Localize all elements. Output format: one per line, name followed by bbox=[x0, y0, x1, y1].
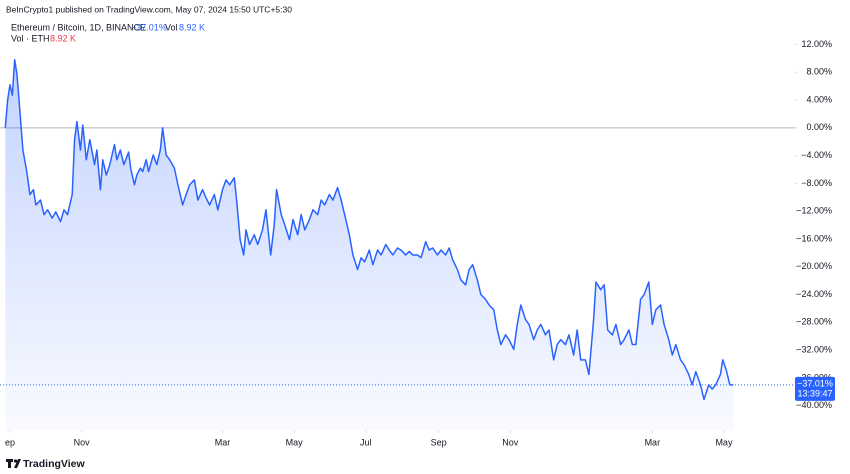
volume-value: 8.92 K bbox=[179, 22, 205, 32]
price-line bbox=[4, 58, 734, 401]
x-tick-label: Mar bbox=[215, 437, 231, 447]
volume-series-value: 8.92 K bbox=[50, 33, 76, 43]
countdown-label: 13:39:47 bbox=[797, 388, 832, 398]
last-value-label: −37.01% bbox=[797, 378, 833, 388]
y-tick-label: −16.00% bbox=[796, 233, 832, 243]
x-tick-label: ep bbox=[5, 437, 15, 447]
area-fill bbox=[5, 59, 734, 431]
volume-series-name: Vol · ETH bbox=[11, 33, 50, 43]
y-tick-label: −28.00% bbox=[796, 317, 832, 327]
x-tick-label: Sep bbox=[431, 437, 447, 447]
plot bbox=[0, 58, 795, 431]
legend: Ethereum / Bitcoin, 1D, BINANCE −37.01% … bbox=[11, 22, 205, 43]
chart-title: Ethereum / Bitcoin, 1D, BINANCE bbox=[11, 22, 146, 32]
y-tick-label: 0.00% bbox=[806, 122, 832, 132]
y-tick-label: 4.00% bbox=[806, 94, 832, 104]
volume-name: Vol bbox=[165, 22, 178, 32]
y-tick-label: −32.00% bbox=[796, 344, 832, 354]
y-tick-label: −40.00% bbox=[796, 400, 832, 410]
published-note: BeInCrypto1 published on TradingView.com… bbox=[6, 4, 292, 14]
x-tick-label: Nov bbox=[74, 437, 91, 447]
change-label: −37.01% bbox=[131, 22, 167, 32]
y-tick-label: 8.00% bbox=[806, 67, 832, 77]
y-tick-label: −8.00% bbox=[801, 178, 832, 188]
y-tick-label: −4.00% bbox=[801, 150, 832, 160]
x-tick-label: May bbox=[715, 437, 733, 447]
x-tick-label: Mar bbox=[645, 437, 661, 447]
y-tick-label: −24.00% bbox=[796, 289, 832, 299]
x-tick-label: Jul bbox=[360, 437, 372, 447]
y-tick-label: −20.00% bbox=[796, 261, 832, 271]
x-tick-label: Nov bbox=[502, 437, 519, 447]
y-tick-label: 12.00% bbox=[801, 39, 832, 49]
brand-logo bbox=[6, 459, 21, 468]
last-value-tag bbox=[795, 376, 835, 401]
x-tick-label: May bbox=[286, 437, 304, 447]
brand-name: TradingView bbox=[23, 458, 85, 470]
y-tick-label: −12.00% bbox=[796, 206, 832, 216]
